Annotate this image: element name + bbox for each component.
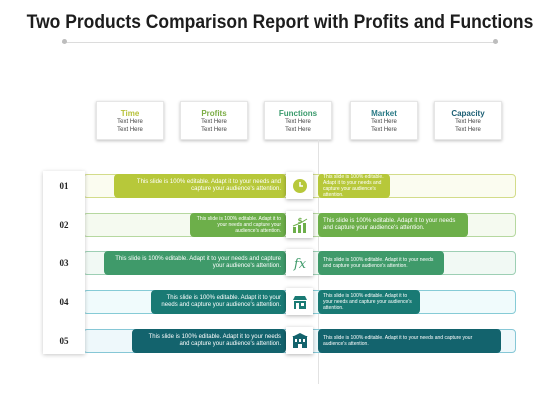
row-1-left-bar: This slide is 100% editable. Adapt it to… [114,174,286,198]
row-4-right-text: This slide is 100% editable. Adapt it to… [323,293,412,311]
row-5-right-text: This slide is 100% editable. Adapt it to… [323,335,473,347]
row-5-left-text: This slide is 100% editable. Adapt it to… [148,334,281,347]
column-text: Text Here [371,127,397,133]
column-text: Text Here [371,119,397,125]
column-text: Text Here [201,127,227,133]
row-number: 04 [59,297,69,307]
row-2-right-text: This slide is 100% editable. Adapt it to… [323,218,456,231]
row-number-column: 01 02 03 04 05 [43,171,85,354]
clock-icon [292,178,307,193]
row-3-left-bar: This slide is 100% editable. Adapt it to… [104,251,286,275]
title-divider [62,42,498,43]
column-title: Market [371,109,397,118]
row-4-left-bar: This slide is 100% editable. Adapt it to… [151,290,286,314]
column-title: Functions [278,109,318,118]
row-1-left-text: This slide is 100% editable. Adapt it to… [136,179,281,192]
row-1-icon-box [286,172,313,199]
page-title: Two Products Comparison Report with Prof… [26,12,534,33]
row-5-icon-box [286,327,313,354]
row-number: 05 [59,336,69,346]
column-card-functions: Functions Text Here Text Here [264,101,332,140]
column-text: Text Here [117,119,143,125]
column-text: Text Here [455,119,481,125]
row-2-left-bar: This slide is 100% editable. Adapt it to… [190,213,286,237]
row-4-left-text: This slide is 100% editable. Adapt it to… [161,295,281,308]
svg-text:fx: fx [292,257,306,272]
row-4-right-bar: This slide is 100% editable. Adapt it to… [318,290,420,314]
row-3-icon-box: fx [286,249,313,276]
row-number: 03 [59,258,69,268]
row-2-left-text: This slide is 100% editable. Adapt it to… [196,216,281,234]
building-icon [291,332,308,348]
column-text: Text Here [285,119,311,125]
column-text: Text Here [285,127,311,133]
column-card-time: Time Text Here Text Here [96,101,164,140]
row-number: 02 [59,220,69,230]
column-title: Time [120,109,140,118]
row-5-right-bar: This slide is 100% editable. Adapt it to… [318,329,501,353]
row-number: 01 [59,181,69,191]
row-4-icon-box [286,288,313,315]
row-2-right-bar: This slide is 100% editable. Adapt it to… [318,213,468,237]
column-card-market: Market Text Here Text Here [350,101,418,140]
dollar-chart-icon: $ [292,217,307,233]
column-text: Text Here [201,119,227,125]
column-text: Text Here [117,127,143,133]
store-icon [292,295,307,309]
svg-text:$: $ [297,217,302,225]
row-3-left-text: This slide is 100% editable. Adapt it to… [115,256,281,269]
row-5-left-bar: This slide is 100% editable. Adapt it to… [132,329,286,353]
row-3-right-bar: This slide is 100% editable. Adapt it to… [318,251,444,275]
function-icon: fx [292,257,306,272]
divider-dot [493,39,498,44]
column-title: Capacity [451,109,485,118]
column-title: Profits [201,109,227,118]
row-2-icon-box: $ [286,211,313,238]
divider-dot [62,39,67,44]
column-card-profits: Profits Text Here Text Here [180,101,248,140]
column-card-capacity: Capacity Text Here Text Here [434,101,502,140]
row-1-right-bar: This slide is 100% editable. Adapt it to… [318,174,390,198]
row-3-right-text: This slide is 100% editable. Adapt it to… [323,257,434,269]
column-text: Text Here [455,127,481,133]
row-1-right-text: This slide is 100% editable. Adapt it to… [323,174,384,198]
